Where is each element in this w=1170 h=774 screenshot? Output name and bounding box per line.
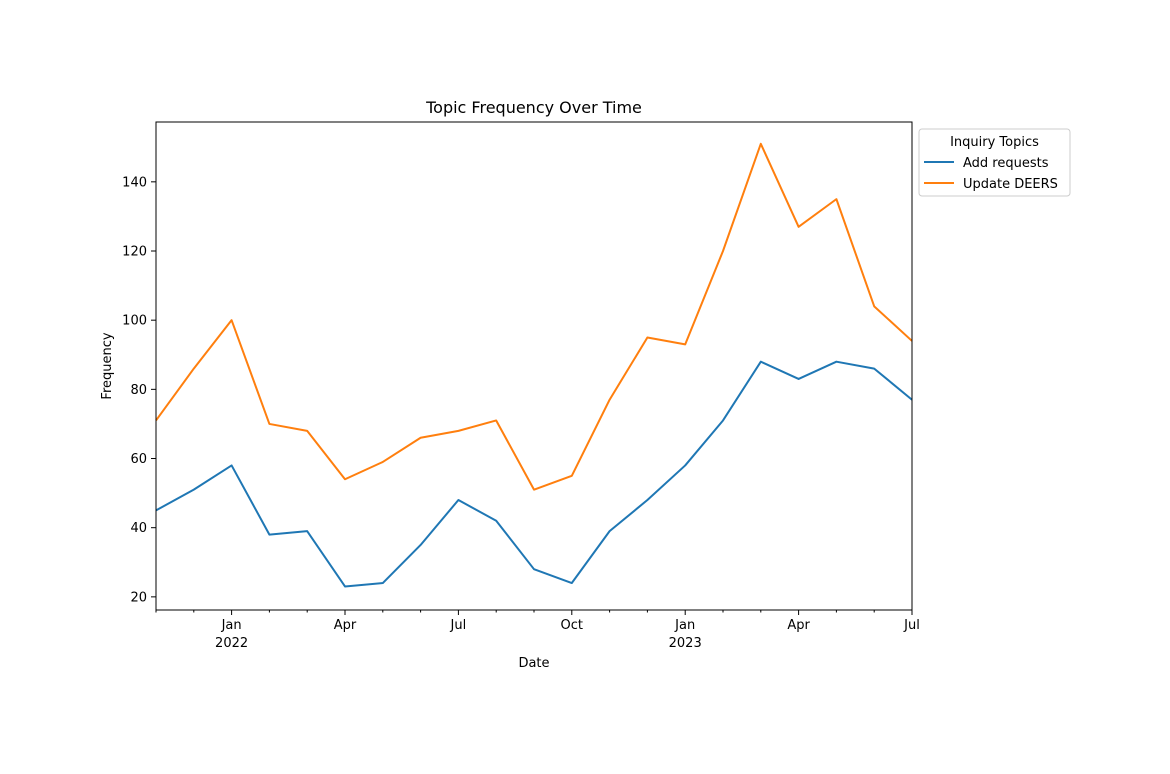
y-tick-label: 60 [130,452,147,467]
x-tick-label: Jan [221,618,242,633]
x-tick-label: Jul [450,618,467,633]
y-tick-label: 80 [130,383,147,398]
legend-box [918,128,1071,197]
series-layer [155,142,913,588]
x-tick-label: Apr [334,618,357,633]
series-line-1 [155,360,913,588]
legend-label-1: Add requests [963,156,1049,171]
y-tick-label: 40 [130,521,147,536]
y-tick-label: 20 [130,590,147,605]
x-tick-year-label: 2022 [215,636,248,651]
x-tick-year-label: 2023 [669,636,702,651]
y-tick-label: 140 [122,175,147,190]
y-axis: 20 40 60 80 100 120 140 [122,175,156,605]
x-tick-label: Jul [903,618,920,633]
legend-label-2: Update DEERS [963,177,1058,192]
plot-frame [155,121,913,611]
x-tick-label: Oct [561,618,583,633]
y-tick-label: 120 [122,245,147,260]
legend: Inquiry Topics Add requests Update DEERS [918,128,1071,197]
x-tick-label: Jan [674,618,695,633]
legend-title: Inquiry Topics [950,135,1039,150]
y-axis-label: Frequency [100,332,115,399]
x-axis-label: Date [518,656,549,671]
y-tick-label: 100 [122,314,147,329]
x-axis: Jan 2022 Apr Jul Oct Jan 2023 Apr Jul [155,610,920,651]
x-tick-label: Apr [787,618,810,633]
chart-title: Topic Frequency Over Time [425,98,642,117]
series-line-2 [155,142,913,491]
